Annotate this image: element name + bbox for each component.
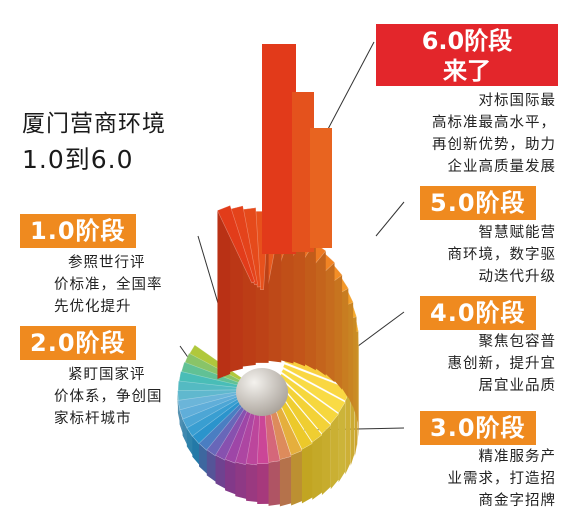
stair-step-riser xyxy=(179,409,184,435)
top-column-block xyxy=(310,128,332,248)
main-title: 厦门营商环境 xyxy=(22,111,166,137)
stair-step-riser xyxy=(324,253,335,383)
stage-6-badge: 6.0阶段 来了 xyxy=(376,24,558,86)
stair-step-riser xyxy=(301,443,313,504)
stair-step-riser xyxy=(206,449,217,483)
stage-5-badge: 5.0阶段 xyxy=(420,186,536,220)
stage-1-badge: 1.0阶段 xyxy=(20,214,136,248)
stair-step-riser xyxy=(235,462,247,499)
stage-2-badge: 2.0阶段 xyxy=(20,326,136,360)
leader-line xyxy=(349,311,405,353)
stair-step-riser xyxy=(182,419,188,446)
stage-2-description: 紧盯国家评 价体系，争创国 家标杆城市 xyxy=(54,367,163,427)
stair-step-riser xyxy=(217,205,231,380)
stair-step-riser xyxy=(199,443,208,475)
stair-step-riser xyxy=(321,425,331,496)
stair-step-riser xyxy=(345,389,351,475)
stair-step-riser xyxy=(338,402,346,483)
stair-step-riser xyxy=(292,226,306,367)
stair-step-riser xyxy=(246,463,258,503)
stage-4-description: 聚焦包容普 惠创新，提升宜 居宜业品质 xyxy=(447,334,556,394)
stage-3-badge: 3.0阶段 xyxy=(420,411,536,445)
stair-step-riser xyxy=(192,436,200,466)
stage-1-description: 参照世行评 价标准，全国率 先优化提升 xyxy=(54,255,163,315)
stair-step-riser xyxy=(304,233,316,371)
stage-4-badge: 4.0阶段 xyxy=(420,296,536,330)
stair-step-riser xyxy=(225,459,236,495)
stair-step-riser xyxy=(312,434,323,500)
stair-step-riser xyxy=(268,460,281,506)
top-column-block xyxy=(262,44,296,254)
stair-step-riser xyxy=(280,219,294,364)
stair-step-riser xyxy=(315,243,326,376)
stage-6-description: 对标国际最 高标准最高水平， 再创新优势，助力 企业高质量发展 xyxy=(432,93,556,175)
top-column-block xyxy=(292,92,314,252)
stair-step-riser xyxy=(333,265,343,390)
stair-step-riser xyxy=(257,463,270,504)
stair-step-riser xyxy=(291,450,303,506)
stair-step-riser xyxy=(279,456,292,507)
stair-step-riser xyxy=(330,414,339,490)
stair-step xyxy=(279,373,339,425)
main-subtitle: 1.0到6.0 xyxy=(22,145,134,174)
stair-step xyxy=(281,368,346,414)
staircase-steps xyxy=(177,44,359,507)
stair-step-riser xyxy=(186,427,194,456)
stair-step-riser xyxy=(352,304,357,417)
stair-step-riser xyxy=(347,290,354,408)
stair-step xyxy=(217,205,256,284)
stage-5-description: 智慧赋能营 商环境，数字驱 动迭代升级 xyxy=(447,225,556,285)
spiral-core-ball xyxy=(236,368,288,416)
stair-step-riser xyxy=(215,455,226,489)
leader-line xyxy=(375,201,405,237)
stage-3-description: 精准服务产 业需求，打造招 商金字招牌 xyxy=(447,449,556,509)
stair-step-riser xyxy=(341,277,349,399)
